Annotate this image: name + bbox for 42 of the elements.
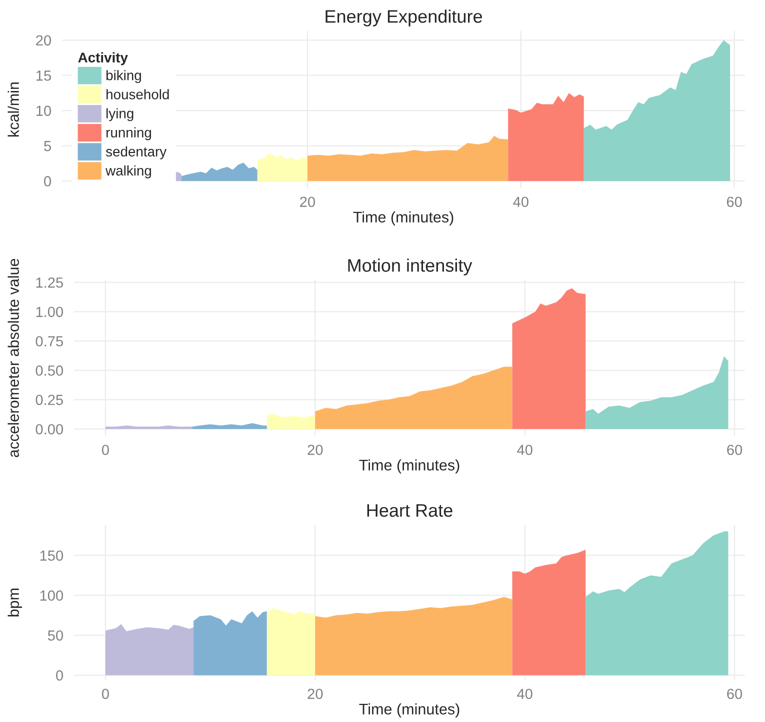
y-tick-label: 1.00 bbox=[36, 306, 64, 318]
legend-label: sedentary bbox=[106, 146, 167, 160]
y-tick-label: 15 bbox=[36, 70, 51, 81]
y-tick-label: 0 bbox=[44, 176, 52, 186]
y-tick-label: 0 bbox=[56, 670, 64, 681]
x-tick-label: 60 bbox=[727, 444, 742, 456]
x-tick-label: 40 bbox=[517, 444, 532, 456]
x-tick-label: 0 bbox=[102, 688, 109, 700]
y-tick-label: 5 bbox=[44, 141, 51, 152]
y-axis-title: kcal/min bbox=[8, 82, 19, 136]
chart-title: Energy Expenditure bbox=[326, 10, 482, 26]
y-tick-label: 50 bbox=[48, 630, 64, 641]
x-axis-title: Time (minutes) bbox=[359, 459, 460, 474]
legend-label: biking bbox=[106, 70, 141, 84]
y-tick-label: 150 bbox=[40, 550, 64, 561]
x-tick-label: 0 bbox=[102, 444, 109, 456]
chart-title: Heart Rate bbox=[367, 504, 452, 517]
x-tick-label: 20 bbox=[308, 688, 323, 700]
x-tick-label: 40 bbox=[517, 688, 532, 700]
legend-label: lying bbox=[106, 108, 134, 122]
x-axis-title: Time (minutes) bbox=[359, 703, 460, 718]
y-tick-label: 10 bbox=[36, 106, 52, 116]
y-tick-label: 0.75 bbox=[36, 336, 63, 346]
x-tick-label: 40 bbox=[513, 196, 528, 208]
y-tick-label: 20 bbox=[36, 35, 52, 46]
chart-title: Motion intensity bbox=[348, 258, 472, 276]
legend-title: Activity bbox=[78, 52, 128, 66]
legend-label: walking bbox=[106, 165, 151, 178]
y-tick-label: 0.50 bbox=[36, 365, 64, 376]
y-tick-label: 100 bbox=[40, 590, 64, 601]
x-axis-title: Time (minutes) bbox=[353, 211, 454, 226]
x-tick-label: 60 bbox=[727, 688, 742, 700]
y-axis-title: bpm bbox=[8, 588, 22, 616]
legend-label: running bbox=[106, 127, 152, 140]
x-tick-label: 60 bbox=[726, 196, 742, 208]
x-tick-label: 20 bbox=[308, 444, 323, 456]
y-tick-label: 0.00 bbox=[36, 424, 64, 434]
y-tick-label: 0.25 bbox=[36, 394, 63, 406]
legend-label: household bbox=[106, 89, 169, 100]
y-axis-title: accelerometer absolute value bbox=[8, 258, 19, 458]
y-tick-label: 1.25 bbox=[36, 277, 63, 288]
x-tick-label: 20 bbox=[300, 196, 315, 208]
